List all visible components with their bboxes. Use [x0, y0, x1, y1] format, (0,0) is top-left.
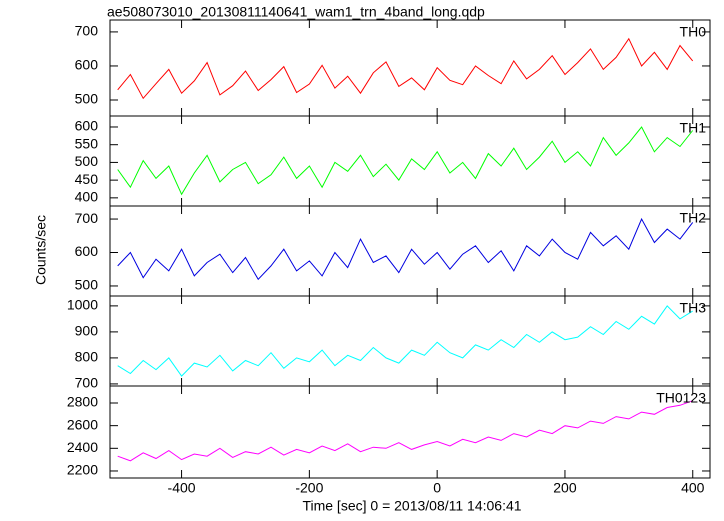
series-line: [117, 305, 693, 377]
y-tick-label: 600: [75, 118, 99, 134]
y-tick-label: 450: [75, 171, 99, 187]
y-axis-label: Counts/sec: [33, 215, 49, 285]
panel-label: TH1: [680, 120, 707, 136]
panel-label: TH0123: [656, 390, 706, 406]
x-tick-label: -200: [295, 480, 323, 496]
y-tick-label: 900: [75, 323, 99, 339]
y-tick-label: 500: [75, 91, 99, 107]
series-line: [117, 400, 693, 462]
x-tick-label: 200: [553, 480, 577, 496]
panel-frame: [109, 385, 711, 479]
y-tick-label: 500: [75, 277, 99, 293]
panel-label: TH2: [680, 210, 707, 226]
x-tick-label: -400: [168, 480, 196, 496]
y-tick-label: 800: [75, 349, 99, 365]
x-axis-label: Time [sec] 0 = 2013/08/11 14:06:41: [302, 498, 521, 514]
y-tick-label: 700: [75, 375, 99, 391]
chart-title: ae508073010_20130811140641_wam1_trn_4ban…: [107, 4, 485, 20]
y-tick-label: 400: [75, 189, 99, 205]
panel-label: TH0: [680, 24, 707, 40]
panel-label: TH3: [680, 300, 707, 316]
panel-frame: [109, 205, 711, 297]
series-line: [117, 126, 694, 196]
y-tick-label: 2400: [67, 439, 98, 455]
y-tick-label: 700: [75, 23, 99, 39]
series-line: [117, 217, 694, 281]
y-tick-label: 600: [75, 57, 99, 73]
y-tick-label: 600: [75, 243, 99, 259]
y-tick-label: 2200: [67, 462, 98, 478]
series-line: [117, 37, 694, 100]
y-tick-label: 2800: [67, 394, 98, 410]
y-tick-label: 700: [75, 210, 99, 226]
panel-frame: [109, 295, 711, 387]
y-tick-label: 550: [75, 135, 99, 151]
panel-frame: [109, 19, 711, 117]
x-tick-label: 0: [433, 480, 441, 496]
y-tick-label: 500: [75, 153, 99, 169]
x-tick-label: 400: [681, 480, 705, 496]
y-tick-label: 2600: [67, 416, 98, 432]
y-tick-label: 1000: [67, 297, 98, 313]
